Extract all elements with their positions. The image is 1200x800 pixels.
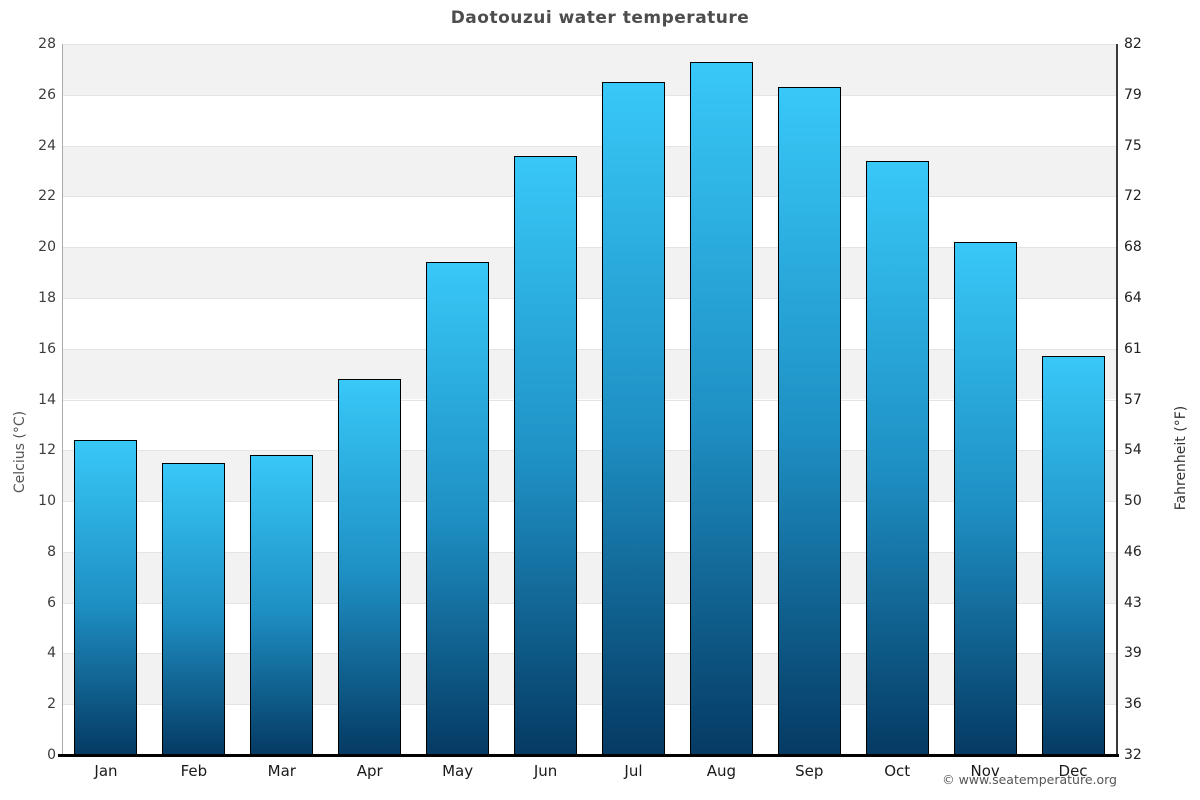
fahrenheit-tick-label-32: 32 bbox=[1124, 747, 1142, 763]
fahrenheit-tick-label-54: 54 bbox=[1124, 442, 1142, 459]
grid-band-4-6c bbox=[62, 602, 1117, 654]
plot-area bbox=[62, 44, 1117, 755]
celsius-tick-label-6: 6 bbox=[47, 594, 56, 611]
celsius-tick-label-16: 16 bbox=[38, 340, 56, 357]
temperature-bar-dec bbox=[1041, 356, 1105, 755]
fahrenheit-tick-label-39: 39 bbox=[1124, 645, 1142, 662]
temperature-bar-apr bbox=[338, 379, 402, 755]
chart-title: Daotouzui water temperature bbox=[450, 8, 750, 28]
grid-band-6-8c bbox=[62, 551, 1117, 603]
month-label-nov: Nov bbox=[970, 762, 1000, 780]
month-label-apr: Apr bbox=[356, 762, 383, 780]
copyright-text: © www.seatemperature.org bbox=[942, 772, 1117, 787]
grid-band-8-10c bbox=[62, 501, 1117, 552]
celsius-tick-label-24: 24 bbox=[38, 137, 56, 154]
celsius-tick-label-26: 26 bbox=[38, 86, 56, 103]
month-label-jul: Jul bbox=[624, 762, 643, 780]
grid-band-16-18c bbox=[62, 297, 1117, 349]
celsius-tick-label-18: 18 bbox=[38, 289, 56, 306]
fahrenheit-tick-label-82: 82 bbox=[1124, 36, 1142, 52]
temperature-bar-jan bbox=[74, 440, 138, 755]
grid-band-26-28c bbox=[62, 44, 1117, 95]
celsius-tick-label-14: 14 bbox=[38, 391, 56, 408]
celsius-tick-label-20: 20 bbox=[38, 239, 56, 256]
temperature-bar-feb bbox=[162, 462, 226, 755]
fahrenheit-tick-label-46: 46 bbox=[1124, 543, 1142, 560]
fahrenheit-tick-label-36: 36 bbox=[1124, 696, 1142, 713]
temperature-bar-aug bbox=[689, 61, 753, 755]
y-axis-line-celsius bbox=[62, 44, 63, 755]
celsius-tick-label-28: 28 bbox=[38, 36, 56, 52]
grid-band-14-16c bbox=[62, 348, 1117, 400]
temperature-bar-oct bbox=[865, 160, 929, 755]
temperature-bar-mar bbox=[250, 455, 314, 755]
fahrenheit-tick-label-75: 75 bbox=[1124, 137, 1142, 154]
month-label-dec: Dec bbox=[1058, 762, 1088, 780]
temperature-bar-jun bbox=[514, 155, 578, 755]
fahrenheit-tick-label-50: 50 bbox=[1124, 493, 1142, 510]
grid-band-18-20c bbox=[62, 247, 1117, 298]
month-label-oct: Oct bbox=[884, 762, 911, 780]
celsius-tick-label-8: 8 bbox=[47, 543, 56, 560]
temperature-bar-sep bbox=[777, 87, 841, 755]
month-label-aug: Aug bbox=[706, 762, 737, 780]
x-axis-line bbox=[58, 754, 1119, 757]
temperature-bar-jul bbox=[601, 82, 665, 755]
temperature-bar-may bbox=[426, 262, 490, 755]
month-label-jun: Jun bbox=[533, 762, 558, 780]
celsius-tick-label-4: 4 bbox=[47, 645, 56, 662]
month-label-jan: Jan bbox=[94, 762, 118, 780]
grid-band-20-22c bbox=[62, 196, 1117, 248]
celsius-tick-label-0: 0 bbox=[47, 747, 56, 763]
temperature-bar-nov bbox=[953, 242, 1017, 755]
celsius-tick-label-2: 2 bbox=[47, 696, 56, 713]
grid-band-10-12c bbox=[62, 450, 1117, 502]
fahrenheit-tick-label-43: 43 bbox=[1124, 594, 1142, 611]
grid-band-22-24c bbox=[62, 145, 1117, 197]
month-label-feb: Feb bbox=[180, 762, 208, 780]
fahrenheit-tick-label-68: 68 bbox=[1124, 239, 1142, 256]
fahrenheit-tick-label-61: 61 bbox=[1124, 340, 1142, 357]
fahrenheit-tick-label-57: 57 bbox=[1124, 391, 1142, 408]
month-label-mar: Mar bbox=[267, 762, 296, 780]
fahrenheit-tick-label-79: 79 bbox=[1124, 86, 1142, 103]
grid-band-12-14c bbox=[62, 399, 1117, 451]
grid-band-24-26c bbox=[62, 94, 1117, 146]
celsius-tick-label-10: 10 bbox=[38, 493, 56, 510]
month-label-sep: Sep bbox=[795, 762, 824, 780]
grid-band-0-2c bbox=[62, 704, 1117, 755]
celsius-tick-label-22: 22 bbox=[38, 188, 56, 205]
grid-band-2-4c bbox=[62, 653, 1117, 705]
celsius-tick-label-12: 12 bbox=[38, 442, 56, 459]
fahrenheit-tick-label-72: 72 bbox=[1124, 188, 1142, 205]
month-label-may: May bbox=[442, 762, 474, 780]
y-axis-line-fahrenheit bbox=[1116, 44, 1118, 755]
fahrenheit-tick-label-64: 64 bbox=[1124, 289, 1142, 306]
